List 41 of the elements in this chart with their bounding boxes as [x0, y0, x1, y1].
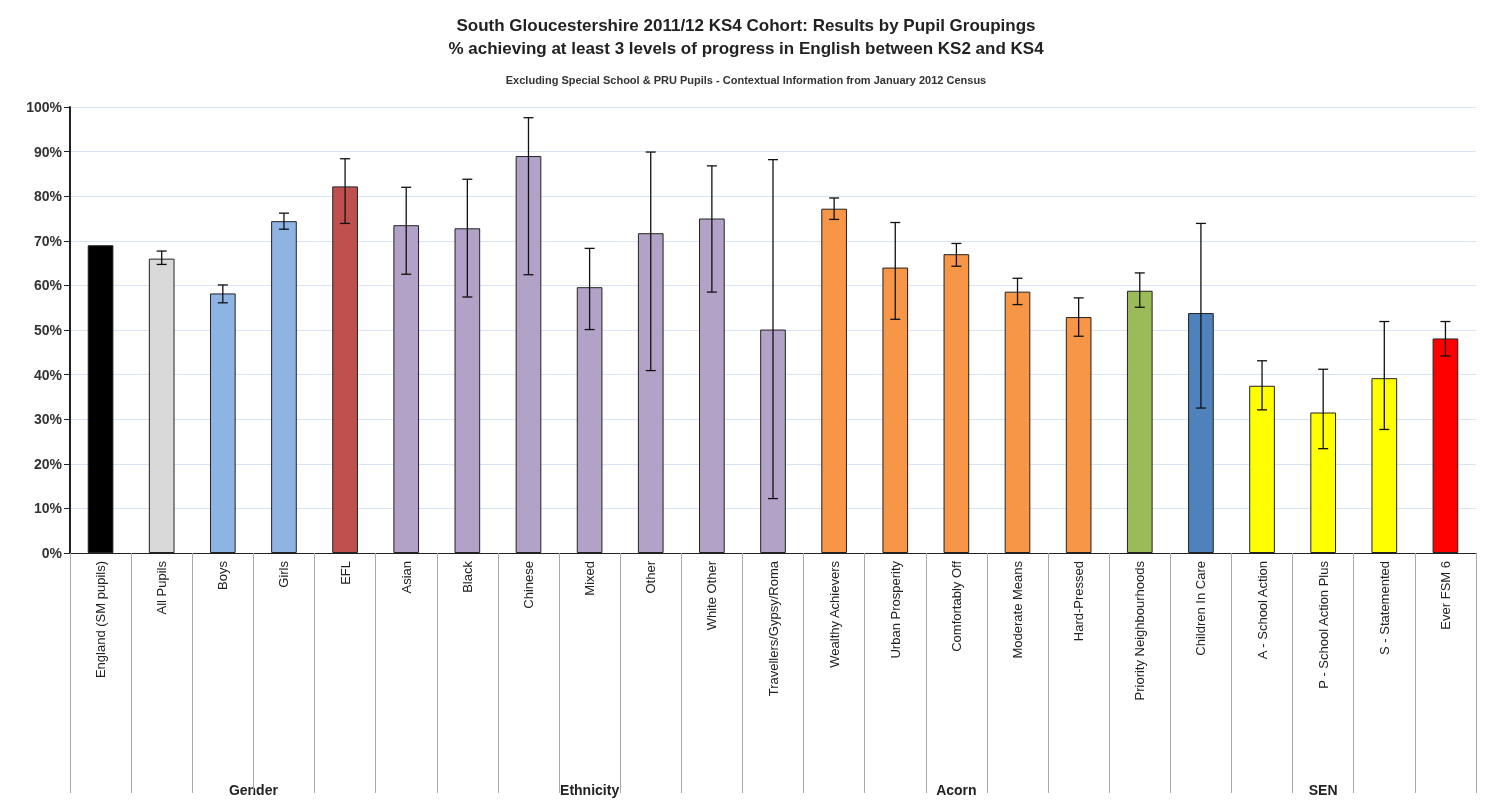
- text: Gender: [228, 782, 279, 798]
- y-tick-label: 70%: [33, 232, 63, 249]
- chart-subtitle: % achieving at least 3 levels of progress in English between KS2 and KS4: [448, 39, 1045, 58]
- x-tick-label: Boys: [215, 560, 231, 590]
- y-tick-label: 80%: [33, 188, 63, 205]
- chart-title: South Gloucestershire 2011/12 KS4 Cohort: Results by Pupil Groupings: [456, 16, 1036, 35]
- x-tick-label: Children In Care: [1193, 561, 1209, 656]
- x-tick-label: England (SM pupils): [93, 561, 109, 679]
- x-tick-label: Travellers/Gypsy/Roma: [765, 560, 781, 697]
- y-tick-label: 10%: [33, 500, 63, 517]
- text: Excluding Special School & PRU Pupils - Contextual Information from January 2012 Census: [505, 73, 987, 86]
- y-tick-label: 20%: [33, 455, 63, 472]
- x-tick-label: Mixed: [582, 561, 598, 596]
- x-tick-label: S - Statemented: [1376, 561, 1392, 655]
- y-tick-label: 90%: [33, 143, 63, 160]
- x-tick-label: A - School Action: [1254, 561, 1270, 660]
- x-tick-label: EFL: [337, 561, 353, 585]
- x-tick-label: Urban Prosperity: [887, 560, 903, 659]
- x-tick-label: Hard-Pressed: [1071, 561, 1087, 642]
- x-tick-label: Chinese: [520, 561, 536, 609]
- y-tick-label: 30%: [33, 411, 63, 428]
- y-tick-label: 0%: [41, 545, 63, 561]
- x-tick-label: White Other: [704, 560, 720, 631]
- x-tick-label: Girls: [276, 560, 292, 588]
- x-tick-label: Comfortably Off: [948, 560, 964, 652]
- text: Ethnicity: [560, 782, 620, 798]
- y-tick-label: 40%: [33, 366, 63, 383]
- x-tick-label: Black: [459, 560, 475, 593]
- x-tick-label: Ever FSM 6: [1437, 561, 1453, 630]
- y-tick-label: 50%: [33, 322, 63, 338]
- x-tick-label: Wealthy Achievers: [826, 560, 842, 668]
- x-tick-label: Priority Neighbourhoods: [1132, 560, 1148, 701]
- y-tick-label: 60%: [33, 277, 63, 294]
- x-tick-label: Moderate Means: [1010, 560, 1026, 659]
- x-tick-label: All Pupils: [154, 560, 170, 615]
- x-tick-label: Asian: [398, 561, 414, 594]
- text: Acorn: [936, 782, 977, 798]
- x-tick-label: Other: [643, 560, 659, 594]
- x-tick-label: P - School Action Plus: [1315, 560, 1331, 689]
- y-tick-label: 100%: [26, 99, 63, 115]
- text: SEN: [1308, 782, 1338, 798]
